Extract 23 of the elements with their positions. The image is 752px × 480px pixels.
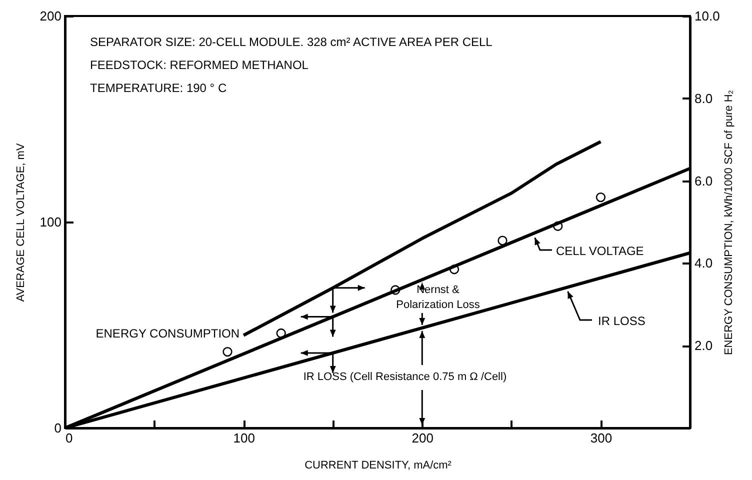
series-label: ENERGY CONSUMPTION — [96, 326, 240, 340]
y2-tick-label: 4.0 — [694, 256, 713, 271]
annotation: IR LOSS (Cell Resistance 0.75 m Ω /Cell) — [303, 371, 507, 383]
y2-tick-label: 10.0 — [694, 8, 720, 24]
annotation: FEEDSTOCK: REFORMED METHANOL — [90, 58, 309, 72]
x-tick-label: 300 — [590, 430, 612, 446]
y2-tick-label: 6.0 — [694, 173, 713, 188]
x-tick-label: 100 — [233, 430, 255, 446]
text: IR LOSS — [598, 314, 646, 328]
annotation: Nernst & Polarization Loss — [396, 284, 480, 311]
y2-tick-label: 8.0 — [694, 90, 713, 106]
legend-label: CELL VOLTAGE — [556, 244, 644, 258]
y2-tick-label: 2.0 — [694, 338, 713, 354]
y2-axis-title: ENERGY CONSUMPTION, kWh/1000 SCF of pure H₂ — [722, 90, 735, 356]
annotation: SEPARATOR SIZE: 20-CELL MODULE. 328 cm² ACTIVE AREA PER CELL — [90, 35, 493, 49]
y-tick-label: 200 — [40, 8, 62, 24]
x-tick-label: 0 — [66, 430, 73, 446]
x-tick-label: 200 — [412, 430, 434, 446]
y-tick-label: 100 — [40, 214, 62, 230]
x-axis-title: CURRENT DENSITY, mA/cm² — [304, 460, 452, 472]
y-axis-title: AVERAGE CELL VOLTAGE, mV — [14, 142, 27, 302]
y-tick-label: 0 — [54, 420, 62, 436]
annotation: TEMPERATURE: 190 ° C — [90, 81, 227, 95]
